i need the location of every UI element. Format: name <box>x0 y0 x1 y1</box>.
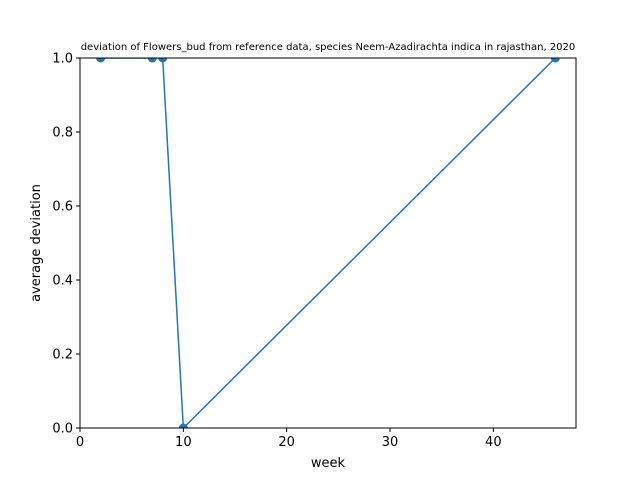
x-axis: 0 10 20 30 40 <box>76 428 502 450</box>
x-tick-label: 40 <box>485 435 502 450</box>
plot-frame <box>79 57 577 429</box>
y-axis-label: average deviation <box>29 184 44 302</box>
y-tick-label: 0.2 <box>52 348 73 363</box>
x-tick-label: 30 <box>382 435 399 450</box>
y-tick-label: 0.6 <box>52 200 73 215</box>
data-point <box>178 423 188 428</box>
x-tick-label: 20 <box>278 435 295 450</box>
chart-title: deviation of Flowers_bud from reference … <box>81 42 576 53</box>
y-tick-label: 1.0 <box>52 52 73 67</box>
series-line <box>100 58 556 428</box>
data-point <box>158 58 168 63</box>
data-point <box>550 58 560 63</box>
y-tick-label: 0.8 <box>52 126 73 141</box>
series-layer <box>96 58 560 428</box>
x-axis-label: week <box>311 456 346 471</box>
y-tick-label: 0.0 <box>52 422 73 437</box>
y-tick-label: 0.4 <box>52 274 73 289</box>
x-tick-label: 0 <box>76 435 84 450</box>
y-axis: 0.0 0.2 0.4 0.6 0.8 1.0 <box>52 52 80 437</box>
data-point <box>147 58 157 63</box>
x-tick-label: 10 <box>175 435 192 450</box>
data-point <box>96 58 106 63</box>
